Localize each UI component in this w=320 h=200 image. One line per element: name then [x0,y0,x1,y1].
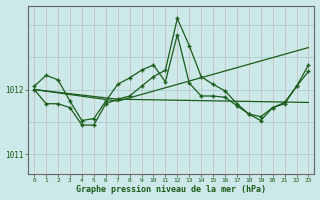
X-axis label: Graphe pression niveau de la mer (hPa): Graphe pression niveau de la mer (hPa) [76,185,266,194]
